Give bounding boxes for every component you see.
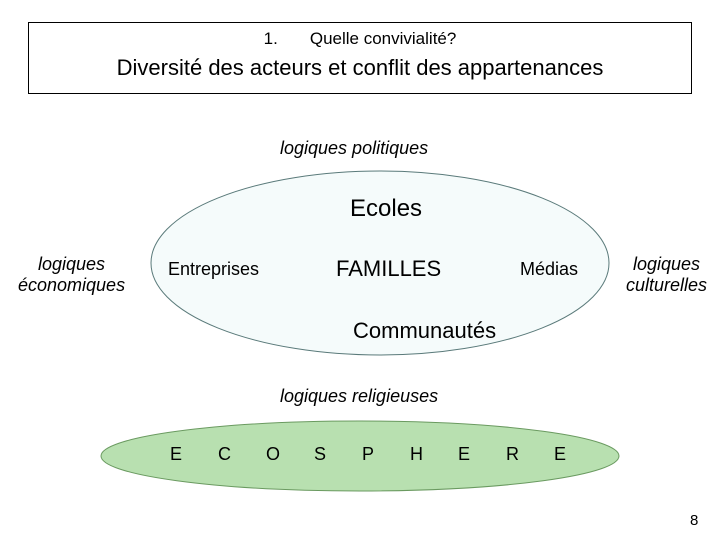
slide-canvas: 1. Quelle convivialité? Diversité des ac… [0, 0, 720, 540]
ecosphere-letter: E [554, 444, 566, 465]
label-entreprises: Entreprises [168, 259, 259, 280]
ecosphere-letter: O [266, 444, 280, 465]
ecosphere-letter: R [506, 444, 519, 465]
page-number: 8 [690, 512, 698, 529]
title-subtitle: Diversité des acteurs et conflit des app… [29, 49, 691, 81]
label-communautes: Communautés [353, 318, 496, 344]
label-logiques-economiques: logiques économiques [18, 254, 125, 296]
label-logiques-economiques-l1: logiques [18, 254, 125, 275]
ecosphere-letter: P [362, 444, 374, 465]
title-number: 1. [264, 29, 278, 49]
label-logiques-religieuses: logiques religieuses [280, 386, 438, 407]
label-logiques-politiques: logiques politiques [280, 138, 428, 159]
title-box: 1. Quelle convivialité? Diversité des ac… [28, 22, 692, 94]
ecosphere-letter: C [218, 444, 231, 465]
label-logiques-culturelles: logiques culturelles [626, 254, 707, 296]
title-question: Quelle convivialité? [310, 29, 456, 49]
ecosphere-letter: H [410, 444, 423, 465]
ecosphere-letter: E [170, 444, 182, 465]
ecosphere-letter: E [458, 444, 470, 465]
label-logiques-culturelles-l1: logiques [626, 254, 707, 275]
label-logiques-economiques-l2: économiques [18, 275, 125, 296]
label-familles: FAMILLES [336, 256, 441, 282]
label-medias: Médias [520, 259, 578, 280]
label-logiques-culturelles-l2: culturelles [626, 275, 707, 296]
ecosphere-letter: S [314, 444, 326, 465]
label-ecoles: Ecoles [350, 195, 422, 223]
title-line1: 1. Quelle convivialité? [29, 23, 691, 49]
